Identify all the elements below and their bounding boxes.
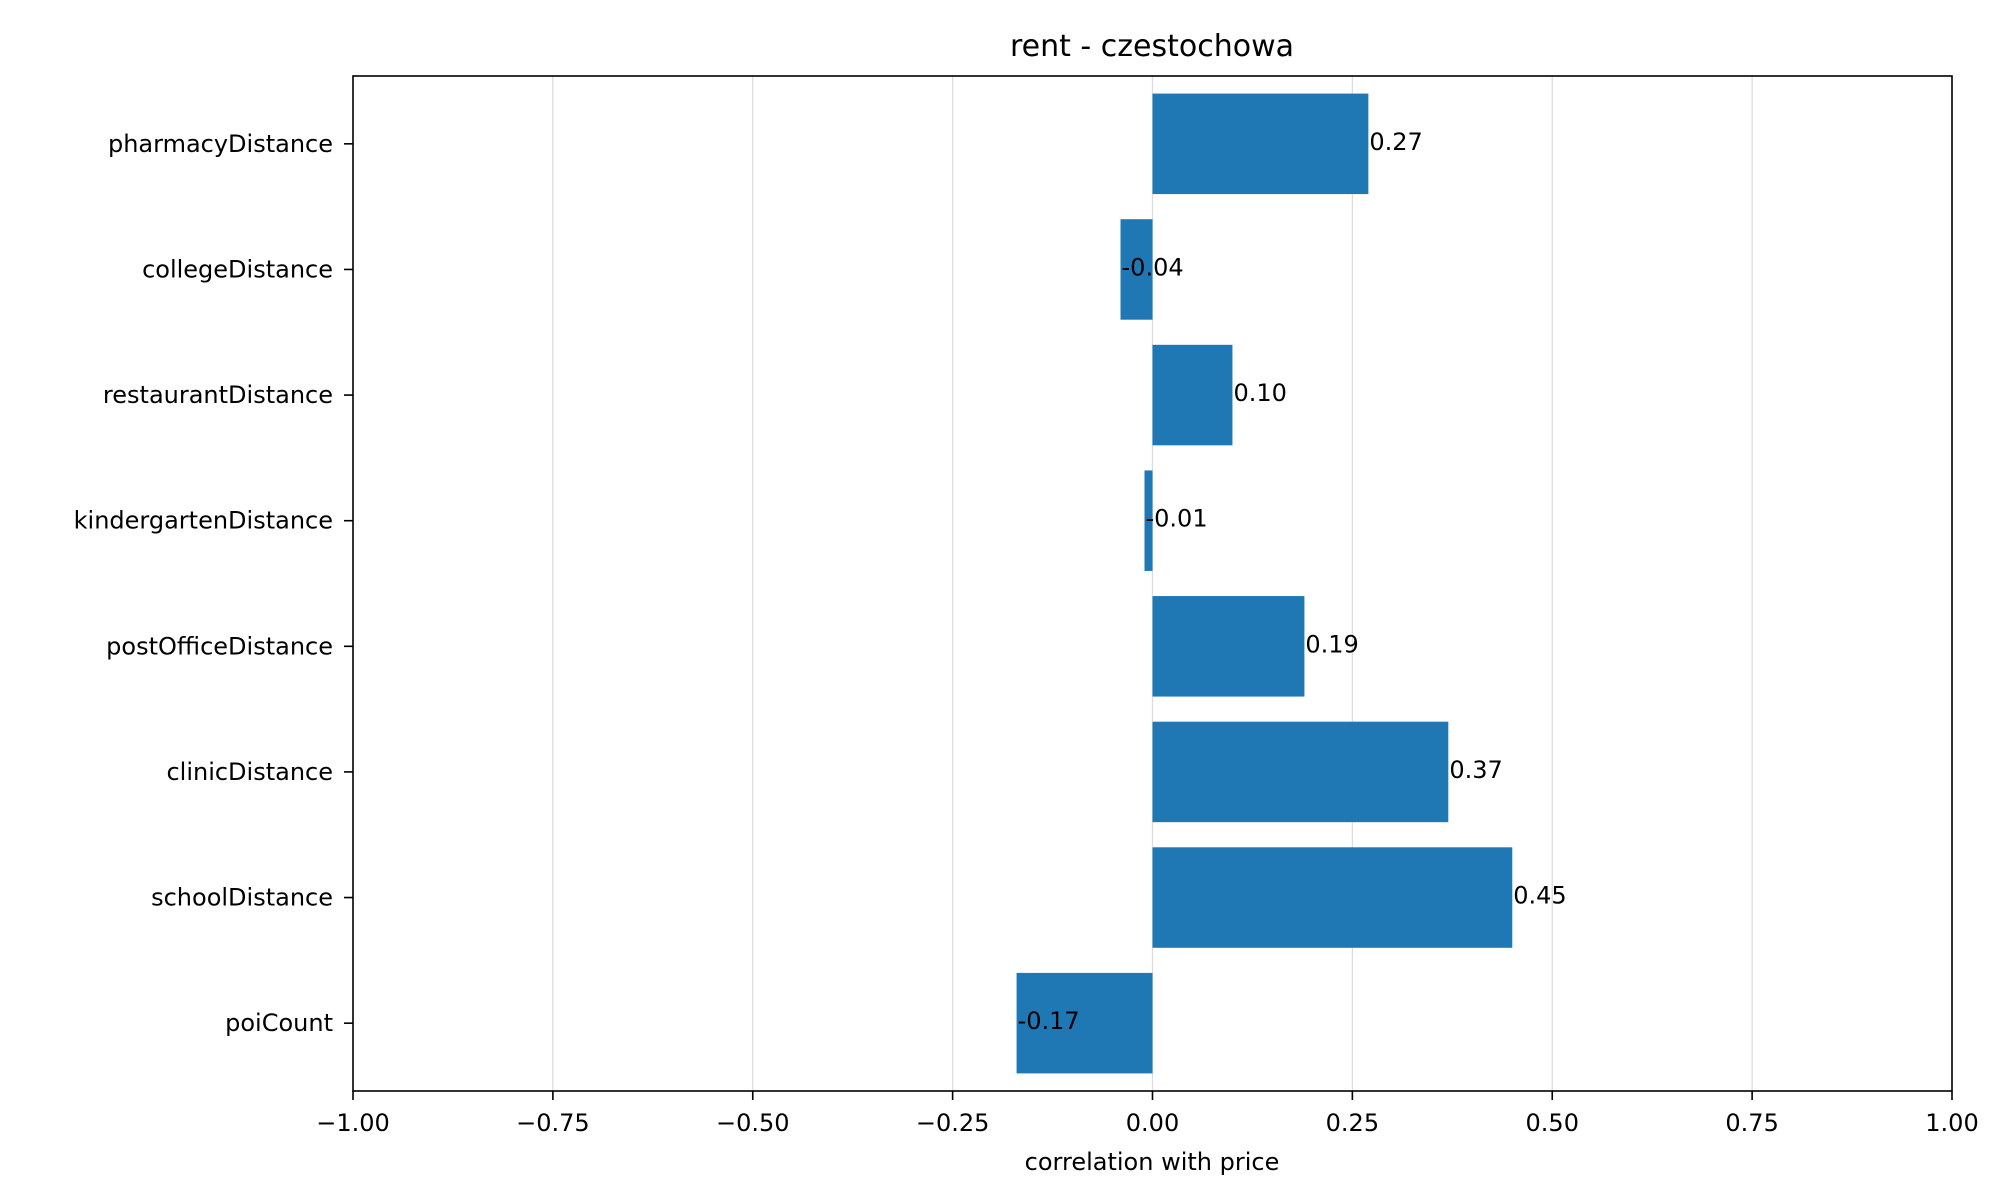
bar: [1152, 847, 1513, 948]
x-tick-label: −1.00: [316, 1109, 390, 1137]
chart-title: rent - czestochowa: [1010, 29, 1294, 64]
bar: [1152, 721, 1449, 823]
bars: [1016, 93, 1513, 1074]
y-tick-label: kindergartenDistance: [74, 507, 333, 535]
bar: [1152, 596, 1305, 697]
x-tick-label: 0.25: [1326, 1109, 1379, 1137]
x-axis-ticks: −1.00 −0.75 −0.50 −0.25 0.00 0.25 0.50 0.75 1.00: [316, 1091, 1979, 1137]
data-label: 0.45: [1513, 882, 1566, 910]
y-tick-label: restaurantDistance: [103, 381, 333, 409]
y-tick-label: schoolDistance: [151, 884, 333, 912]
x-tick-label: −0.25: [916, 1109, 990, 1137]
bar: [1144, 470, 1153, 571]
y-tick-label: collegeDistance: [142, 255, 333, 283]
bar: [1152, 344, 1233, 446]
data-label: -0.17: [1018, 1007, 1080, 1035]
bar: [1152, 93, 1369, 195]
data-label: 0.37: [1449, 756, 1502, 784]
data-labels: 0.27 -0.04 0.10 -0.01 0.19 0.37 0.45 -0.17: [1018, 128, 1567, 1035]
x-tick-label: −0.50: [716, 1109, 790, 1137]
x-axis-label: correlation with price: [1025, 1148, 1280, 1176]
x-tick-label: 0.75: [1725, 1109, 1778, 1137]
bar: [1120, 219, 1153, 320]
x-tick-label: −0.75: [516, 1109, 590, 1137]
y-tick-label: pharmacyDistance: [108, 130, 333, 158]
data-label: 0.27: [1369, 128, 1422, 156]
data-label: -0.01: [1146, 505, 1208, 533]
x-tick-label: 0.00: [1126, 1109, 1179, 1137]
data-label: 0.19: [1305, 630, 1358, 658]
data-label: 0.10: [1233, 379, 1286, 407]
y-axis-ticks: pharmacyDistance collegeDistance restauran…: [74, 130, 353, 1037]
y-tick-label: postOfficeDistance: [106, 632, 333, 660]
y-tick-label: clinicDistance: [166, 758, 333, 786]
data-label: -0.04: [1122, 253, 1184, 281]
y-tick-label: poiCount: [225, 1009, 333, 1037]
x-tick-label: 0.50: [1526, 1109, 1579, 1137]
x-tick-label: 1.00: [1925, 1109, 1978, 1137]
bar: [1016, 972, 1153, 1074]
